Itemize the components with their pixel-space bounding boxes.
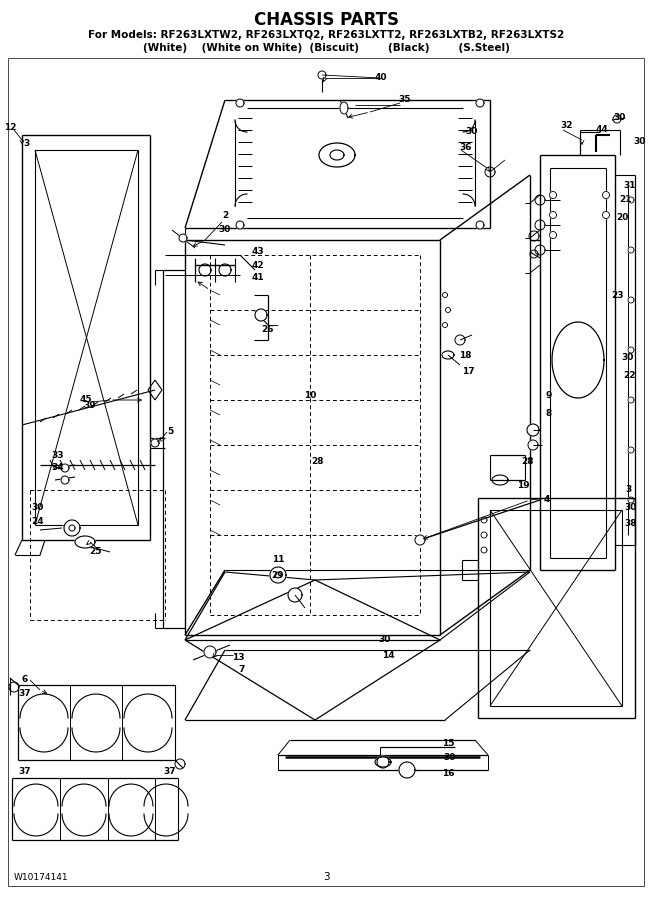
Text: 30: 30 bbox=[466, 128, 478, 137]
Polygon shape bbox=[75, 536, 95, 548]
Polygon shape bbox=[61, 464, 69, 472]
Polygon shape bbox=[255, 309, 267, 321]
Polygon shape bbox=[628, 297, 634, 303]
Polygon shape bbox=[236, 221, 244, 229]
Polygon shape bbox=[340, 102, 348, 114]
Polygon shape bbox=[550, 212, 557, 219]
Text: 30: 30 bbox=[614, 113, 626, 122]
Text: 44: 44 bbox=[596, 125, 608, 134]
Text: 30: 30 bbox=[444, 753, 456, 762]
Text: 10: 10 bbox=[304, 391, 316, 400]
Text: 25: 25 bbox=[89, 547, 101, 556]
Text: 29: 29 bbox=[272, 571, 284, 580]
Text: 34: 34 bbox=[52, 464, 65, 472]
Text: 17: 17 bbox=[462, 367, 474, 376]
Polygon shape bbox=[318, 71, 326, 79]
Text: 2: 2 bbox=[222, 211, 228, 220]
Text: 30: 30 bbox=[379, 635, 391, 644]
Text: (White)    (White on White)  (Biscuit)        (Black)        (S.Steel): (White) (White on White) (Biscuit) (Blac… bbox=[143, 43, 509, 53]
Polygon shape bbox=[628, 347, 634, 353]
Polygon shape bbox=[399, 762, 415, 778]
Polygon shape bbox=[527, 424, 539, 436]
Polygon shape bbox=[550, 192, 557, 199]
Polygon shape bbox=[628, 397, 634, 403]
Text: 16: 16 bbox=[442, 769, 454, 778]
Polygon shape bbox=[602, 212, 610, 219]
Text: 39: 39 bbox=[83, 400, 96, 410]
Text: 32: 32 bbox=[561, 122, 573, 130]
Polygon shape bbox=[492, 475, 508, 485]
Text: 26: 26 bbox=[261, 326, 274, 335]
Polygon shape bbox=[236, 99, 244, 107]
Text: 4: 4 bbox=[544, 496, 550, 505]
Text: For Models: RF263LXTW2, RF263LXTQ2, RF263LXTT2, RF263LXTB2, RF263LXTS2: For Models: RF263LXTW2, RF263LXTQ2, RF26… bbox=[88, 30, 564, 40]
Polygon shape bbox=[275, 572, 281, 578]
Text: 38: 38 bbox=[625, 519, 637, 528]
Polygon shape bbox=[64, 520, 80, 536]
Text: 28: 28 bbox=[522, 457, 534, 466]
Text: 15: 15 bbox=[442, 739, 454, 748]
Text: 35: 35 bbox=[399, 95, 411, 104]
Text: W10174141: W10174141 bbox=[14, 872, 68, 881]
Polygon shape bbox=[204, 646, 216, 658]
Text: 30: 30 bbox=[219, 226, 231, 235]
Polygon shape bbox=[442, 351, 454, 359]
Text: 23: 23 bbox=[612, 291, 624, 300]
Text: CHASSIS PARTS: CHASSIS PARTS bbox=[254, 11, 398, 29]
Text: 7: 7 bbox=[239, 665, 245, 674]
Text: 14: 14 bbox=[381, 651, 394, 660]
Polygon shape bbox=[375, 757, 391, 767]
Polygon shape bbox=[179, 234, 187, 242]
Polygon shape bbox=[270, 567, 286, 583]
Text: 3: 3 bbox=[323, 872, 329, 882]
Polygon shape bbox=[628, 197, 634, 203]
Text: 31: 31 bbox=[624, 181, 636, 190]
Text: 8: 8 bbox=[546, 409, 552, 418]
Text: 6: 6 bbox=[22, 676, 28, 685]
Polygon shape bbox=[61, 476, 69, 484]
Polygon shape bbox=[377, 756, 389, 768]
Text: 5: 5 bbox=[167, 428, 173, 436]
Text: 21: 21 bbox=[619, 195, 631, 204]
Polygon shape bbox=[528, 440, 538, 450]
Text: 13: 13 bbox=[231, 652, 244, 662]
Text: 9: 9 bbox=[546, 392, 552, 400]
Polygon shape bbox=[628, 497, 634, 503]
Text: 43: 43 bbox=[252, 248, 264, 256]
Text: 11: 11 bbox=[272, 555, 284, 564]
Polygon shape bbox=[455, 335, 465, 345]
Text: 45: 45 bbox=[80, 395, 93, 404]
Polygon shape bbox=[550, 231, 557, 239]
Polygon shape bbox=[628, 447, 634, 453]
Text: 20: 20 bbox=[615, 213, 628, 222]
Text: 37: 37 bbox=[19, 768, 31, 777]
Text: 30: 30 bbox=[32, 503, 44, 512]
Text: 30: 30 bbox=[622, 354, 634, 363]
Text: 41: 41 bbox=[252, 274, 264, 283]
Polygon shape bbox=[476, 221, 484, 229]
Text: 37: 37 bbox=[19, 688, 31, 698]
Text: 24: 24 bbox=[32, 518, 44, 526]
Polygon shape bbox=[628, 247, 634, 253]
Text: 42: 42 bbox=[252, 260, 264, 269]
Text: 30: 30 bbox=[625, 503, 637, 512]
Text: 37: 37 bbox=[164, 768, 176, 777]
Polygon shape bbox=[69, 525, 75, 531]
Polygon shape bbox=[602, 192, 610, 199]
Text: 36: 36 bbox=[460, 143, 472, 152]
Polygon shape bbox=[288, 588, 302, 602]
Text: 28: 28 bbox=[312, 457, 324, 466]
Text: 22: 22 bbox=[624, 371, 636, 380]
Text: 3: 3 bbox=[24, 139, 30, 148]
Text: 12: 12 bbox=[4, 123, 16, 132]
Text: 3: 3 bbox=[626, 485, 632, 494]
Text: 18: 18 bbox=[459, 350, 471, 359]
Text: 19: 19 bbox=[516, 481, 529, 490]
Polygon shape bbox=[151, 439, 159, 447]
Polygon shape bbox=[415, 535, 425, 545]
Text: 33: 33 bbox=[52, 451, 65, 460]
Polygon shape bbox=[476, 99, 484, 107]
Text: 30: 30 bbox=[634, 138, 646, 147]
Text: 40: 40 bbox=[375, 74, 387, 83]
